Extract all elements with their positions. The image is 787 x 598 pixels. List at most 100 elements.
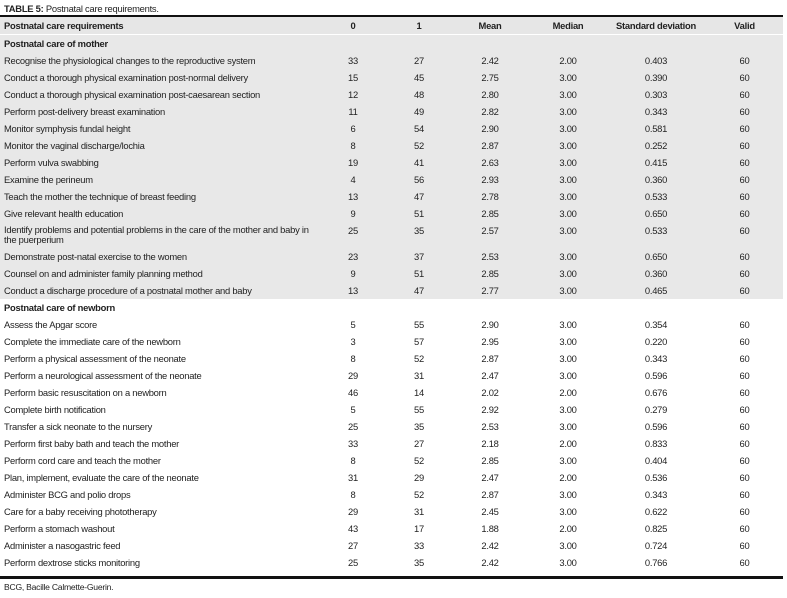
requirement-cell: Assess the Apgar score <box>4 319 97 330</box>
requirement-cell: Perform basic resuscitation on a newborn <box>4 387 167 398</box>
value-cell: 0.279 <box>644 404 668 415</box>
value-cell: 51 <box>414 208 424 219</box>
value-cell: 3.00 <box>559 319 577 330</box>
top-rule <box>0 15 783 18</box>
value-cell: 27 <box>414 438 424 449</box>
table-row: Identify problems and potential problems… <box>0 222 783 248</box>
table-row: Conduct a discharge procedure of a postn… <box>0 282 783 299</box>
table-row: Administer BCG and polio drops 8 52 2.87 3.0… <box>0 486 783 503</box>
value-cell: 60 <box>739 353 750 364</box>
requirement-cell: Transfer a sick neonate to the nursery <box>4 421 153 432</box>
table-row: Perform dextrose sticks monitoring 25 35 2.… <box>0 554 783 571</box>
value-cell: 0.724 <box>644 540 668 551</box>
requirement-cell: Perform a physical assessment of the neo… <box>4 353 186 364</box>
value-cell: 57 <box>414 336 424 347</box>
column-header: Valid <box>734 20 755 31</box>
value-cell: 2.90 <box>481 319 499 330</box>
section-heading-row: Postnatal care of mother <box>0 34 783 52</box>
value-cell: 29 <box>414 472 424 483</box>
value-cell: 60 <box>739 387 750 398</box>
requirement-cell: Administer a nasogastric feed <box>4 540 121 551</box>
table-caption: TABLE 5: Postnatal care requirements. <box>4 3 159 14</box>
header-row: Postnatal care requirements 0 1 Mean Median S… <box>0 17 783 35</box>
value-cell: 0.303 <box>644 89 668 100</box>
requirement-cell: Monitor symphysis fundal height <box>4 123 131 134</box>
value-cell: 60 <box>739 268 750 279</box>
value-cell: 60 <box>739 319 750 330</box>
value-cell: 12 <box>348 89 358 100</box>
value-cell: 3.00 <box>559 251 577 262</box>
value-cell: 60 <box>739 472 750 483</box>
value-cell: 2.00 <box>559 387 577 398</box>
value-cell: 3.00 <box>559 489 577 500</box>
value-cell: 27 <box>348 540 358 551</box>
requirement-cell: Perform a stomach washout <box>4 523 115 534</box>
value-cell: 0.220 <box>644 336 668 347</box>
requirement-cell: Examine the perineum <box>4 174 93 185</box>
table-row: Assess the Apgar score 5 55 2.90 3.00 0.354 60 <box>0 316 783 333</box>
value-cell: 60 <box>739 251 750 262</box>
value-cell: 2.95 <box>481 336 499 347</box>
table-row: Transfer a sick neonate to the nursery 25… <box>0 418 783 435</box>
value-cell: 2.92 <box>481 404 499 415</box>
value-cell: 8 <box>350 140 356 151</box>
value-cell: 60 <box>739 285 750 296</box>
value-cell: 3 <box>350 336 356 347</box>
table-row: Perform vulva swabbing 19 41 2.63 3.00 0.415 6… <box>0 154 783 171</box>
value-cell: 2.57 <box>481 225 499 236</box>
table-row: Perform first baby bath and teach the mo… <box>0 435 783 452</box>
value-cell: 19 <box>348 157 358 168</box>
value-cell: 13 <box>348 285 358 296</box>
table-row: Perform post-delivery breast examination… <box>0 103 783 120</box>
value-cell: 3.00 <box>559 191 577 202</box>
table-row: Care for a baby receiving phototherapy 29… <box>0 503 783 520</box>
value-cell: 25 <box>348 557 358 568</box>
value-cell: 37 <box>414 251 424 262</box>
value-cell: 2.18 <box>481 438 499 449</box>
column-header: Median <box>552 20 584 31</box>
value-cell: 23 <box>348 251 358 262</box>
value-cell: 49 <box>414 106 424 117</box>
requirement-cell: Complete birth notification <box>4 404 106 415</box>
value-cell: 0.390 <box>644 72 668 83</box>
value-cell: 60 <box>739 208 750 219</box>
value-cell: 0.581 <box>644 123 668 134</box>
requirement-cell: Teach the mother the technique of breast… <box>4 191 196 202</box>
value-cell: 60 <box>739 72 750 83</box>
requirement-cell: Recognise the physiological changes to t… <box>4 55 256 66</box>
value-cell: 2.87 <box>481 140 499 151</box>
value-cell: 0.533 <box>644 191 668 202</box>
value-cell: 33 <box>348 438 358 449</box>
table-row: Perform basic resuscitation on a newborn… <box>0 384 783 401</box>
section-0: Postnatal care of mother Recognise the ph… <box>0 34 783 299</box>
value-cell: 48 <box>414 89 424 100</box>
value-cell: 31 <box>348 472 358 483</box>
value-cell: 0.343 <box>644 489 668 500</box>
value-cell: 3.00 <box>559 455 577 466</box>
table-row: Perform a physical assessment of the neo… <box>0 350 783 367</box>
value-cell: 0.536 <box>644 472 668 483</box>
value-cell: 0.252 <box>644 140 668 151</box>
value-cell: 60 <box>739 123 750 134</box>
value-cell: 3.00 <box>559 285 577 296</box>
value-cell: 35 <box>414 225 424 236</box>
value-cell: 55 <box>414 319 424 330</box>
value-cell: 60 <box>739 557 750 568</box>
value-cell: 15 <box>348 72 358 83</box>
value-cell: 8 <box>350 353 356 364</box>
table-row: Demonstrate post-natal exercise to the w… <box>0 248 783 265</box>
table-row: Plan, implement, evaluate the care of th… <box>0 469 783 486</box>
value-cell: 31 <box>414 506 424 517</box>
value-cell: 0.343 <box>644 353 668 364</box>
value-cell: 11 <box>348 106 358 117</box>
requirement-cell: Plan, implement, evaluate the care of th… <box>4 472 199 483</box>
value-cell: 33 <box>348 55 358 66</box>
value-cell: 60 <box>739 404 750 415</box>
value-cell: 17 <box>414 523 424 534</box>
requirement-cell: Give relevant health education <box>4 208 124 219</box>
value-cell: 60 <box>739 489 750 500</box>
requirement-cell: Perform a neurological assessment of the… <box>4 370 202 381</box>
value-cell: 0.833 <box>644 438 668 449</box>
value-cell: 9 <box>350 208 356 219</box>
value-cell: 3.00 <box>559 72 577 83</box>
